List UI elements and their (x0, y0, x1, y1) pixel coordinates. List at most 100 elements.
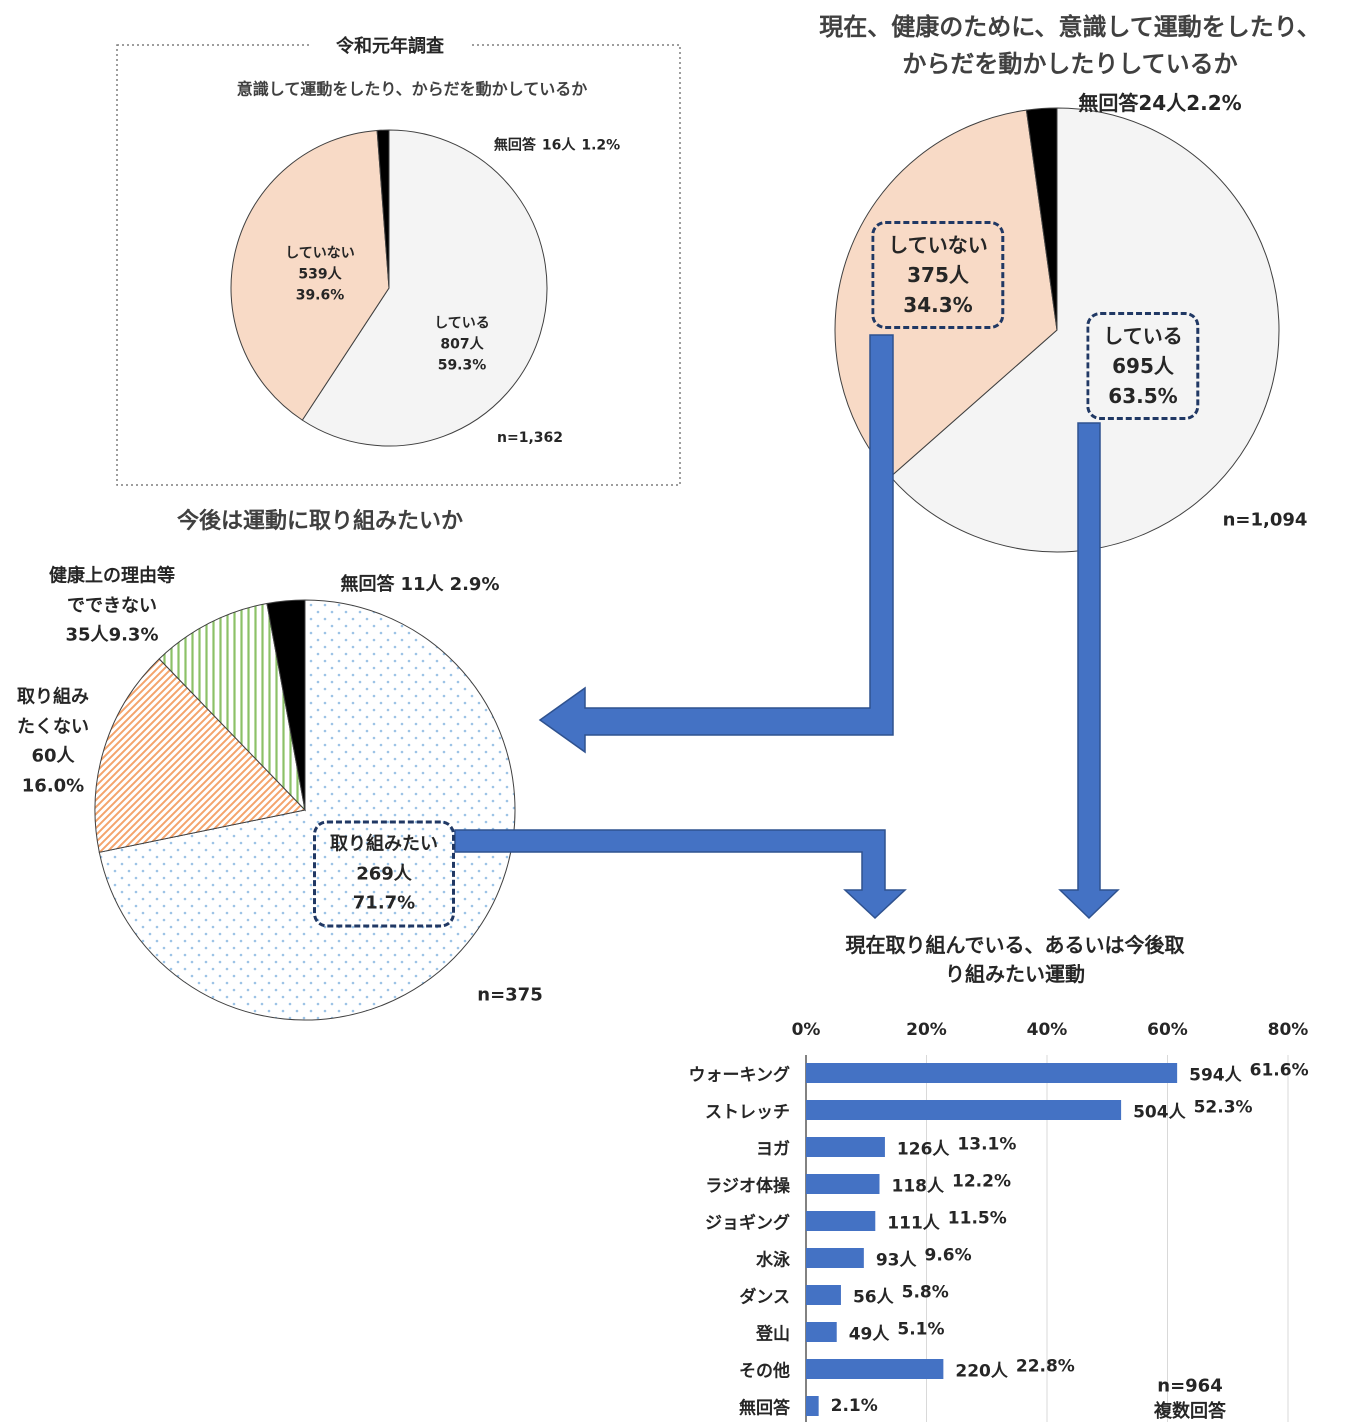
bar-label: 594人 61.6% (1189, 1061, 1308, 1086)
pie-slice (266, 599, 306, 811)
bar (806, 1100, 1122, 1120)
bar-label: 504人 52.3% (1133, 1098, 1252, 1123)
arrows (454, 334, 1120, 920)
value-label: 59.3% (437, 357, 487, 374)
value-label: 61.6% (1249, 1060, 1309, 1081)
pie-slice (376, 129, 390, 289)
value-label: 63.5% (1108, 384, 1178, 408)
bar (806, 1359, 944, 1379)
count-label: 111人 (887, 1213, 940, 1234)
category-label: 健康上の理由等 でできない (49, 565, 175, 617)
bar (806, 1211, 876, 1231)
value-row: 35人 9.3% (66, 621, 159, 651)
count-label: 539人 (298, 266, 342, 283)
value-label: 9.3% (108, 624, 159, 646)
count-label: 594人 (1189, 1065, 1242, 1086)
slice-label: していない 375人 34.3% (871, 221, 1005, 329)
category-label: している (1103, 324, 1183, 348)
pie-slice (1025, 107, 1058, 331)
x-tick-label: 80% (1267, 1020, 1309, 1040)
value-label: 39.6% (295, 287, 345, 304)
pie-slice (889, 107, 1280, 553)
value-label: 9.6% (924, 1245, 972, 1266)
slice-label: 無回答 11人 2.9% (341, 570, 500, 600)
value-label: 22.8% (1015, 1356, 1075, 1377)
bar (806, 1322, 837, 1342)
chart-title: 現在、健康のために、意識して運動をしたり、 からだを動かしたりしているか (819, 12, 1321, 78)
category-label: 無回答 (340, 574, 395, 596)
count-label: 269人 (356, 863, 412, 885)
y-tick-label: ジョギング (705, 1213, 790, 1234)
count-label: 24人 (1138, 91, 1187, 115)
slice-label: 無回答 24人 2.2% (1078, 88, 1241, 118)
bar (806, 1248, 864, 1268)
x-tick-label: 20% (906, 1020, 947, 1040)
x-tick-label: 60% (1147, 1020, 1188, 1040)
bar (806, 1137, 885, 1157)
chart-title: 今後は運動に取り組みたいか (176, 508, 464, 534)
slice-label: 無回答 16人 1.2% (494, 136, 620, 157)
y-tick-label: その他 (739, 1361, 790, 1382)
bar-label: 118人 12.2% (892, 1172, 1011, 1197)
pie-slice (94, 658, 306, 853)
frame-title: 令和元年調査 (310, 32, 470, 58)
slice-label: 取り組みたい 269人 71.7% (313, 820, 455, 928)
y-tick-label: ヨガ (756, 1139, 790, 1160)
bar-label: 49人 5.1% (849, 1320, 945, 1345)
count-label: 16人 (541, 137, 576, 154)
count-label: 49人 (848, 1324, 890, 1345)
y-tick-label: 水泳 (756, 1250, 790, 1271)
y-tick-label: ストレッチ (705, 1102, 790, 1123)
count-label: 807人 (440, 336, 484, 353)
count-label: 35人 (65, 624, 109, 646)
category-label: 取り組み たくない (17, 686, 89, 738)
bar (806, 1285, 841, 1305)
slice-label: していない 539人 39.6% (285, 244, 355, 307)
count-label: 60人 (31, 746, 75, 767)
pie-slice (98, 599, 516, 1021)
category-label: 無回答 (1078, 91, 1139, 115)
pie-slice (301, 129, 548, 447)
note: 複数回答 (1154, 1401, 1226, 1422)
slice-label: 健康上の理由等 でできない 35人 9.3% (49, 561, 175, 650)
value-label: 2.9% (449, 574, 500, 596)
category-label: 取り組みたい (330, 833, 438, 855)
count-label: 695人 (1112, 354, 1174, 378)
value-label: 2.1% (830, 1396, 878, 1416)
bar (806, 1174, 880, 1194)
pie-slice (158, 602, 306, 812)
arrow (454, 829, 907, 920)
y-tick-label: ラジオ体操 (705, 1176, 790, 1197)
slice-label: している 695人 63.5% (1086, 312, 1200, 420)
value-label: 16.0% (21, 775, 85, 797)
count-label: 504人 (1133, 1102, 1186, 1123)
value-label: 2.2% (1186, 91, 1242, 115)
value-label: 71.7% (352, 892, 416, 914)
category-label: していない (888, 233, 988, 257)
chart-title: 意識して運動をしたり、からだを動かしているか (236, 79, 588, 99)
bar-label: 93人 9.6% (876, 1246, 972, 1271)
bar-label: 56人 5.8% (853, 1283, 949, 1308)
slice-label: している 807人 59.3% (434, 314, 490, 377)
value-label: 5.8% (901, 1282, 949, 1303)
value-label: 5.1% (897, 1319, 945, 1340)
sample-size: n=1,094 (1222, 509, 1308, 531)
count-label: 220人 (955, 1361, 1008, 1382)
count-label: 126人 (896, 1139, 950, 1160)
value-label: 1.2% (581, 137, 621, 154)
count-label: 118人 (891, 1176, 945, 1197)
arrow (1058, 422, 1120, 920)
y-tick-label: ウォーキング (688, 1065, 791, 1086)
count-label: 11人 (400, 574, 444, 596)
arrow (538, 334, 894, 754)
value-label: 12.2% (952, 1171, 1011, 1192)
sample-size: n=1,362 (497, 430, 563, 446)
y-tick-label: ダンス (739, 1287, 790, 1308)
y-tick-label: 登山 (756, 1324, 790, 1345)
y-tick-label: 無回答 (739, 1398, 790, 1419)
value-label: 13.1% (957, 1134, 1017, 1155)
count-label: 93人 (875, 1250, 917, 1271)
note: n=964 (1157, 1375, 1223, 1397)
